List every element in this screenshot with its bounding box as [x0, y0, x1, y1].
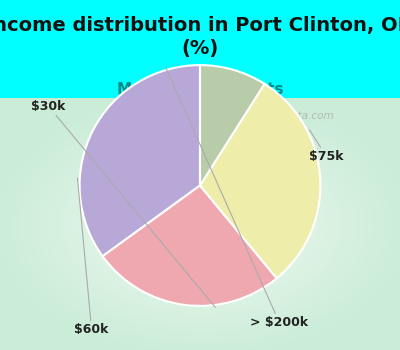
Text: > $200k: > $200k [166, 68, 308, 329]
Wedge shape [200, 65, 264, 186]
Text: ⓘ City-Data.com: ⓘ City-Data.com [250, 111, 334, 121]
Text: $30k: $30k [31, 99, 215, 307]
Text: $60k: $60k [74, 178, 109, 336]
Text: $75k: $75k [309, 130, 344, 163]
Wedge shape [200, 84, 320, 278]
Text: Income distribution in Port Clinton, OH
(%): Income distribution in Port Clinton, OH … [0, 16, 400, 58]
Wedge shape [102, 186, 277, 306]
Wedge shape [80, 65, 200, 256]
Text: Multirace residents: Multirace residents [117, 82, 283, 97]
